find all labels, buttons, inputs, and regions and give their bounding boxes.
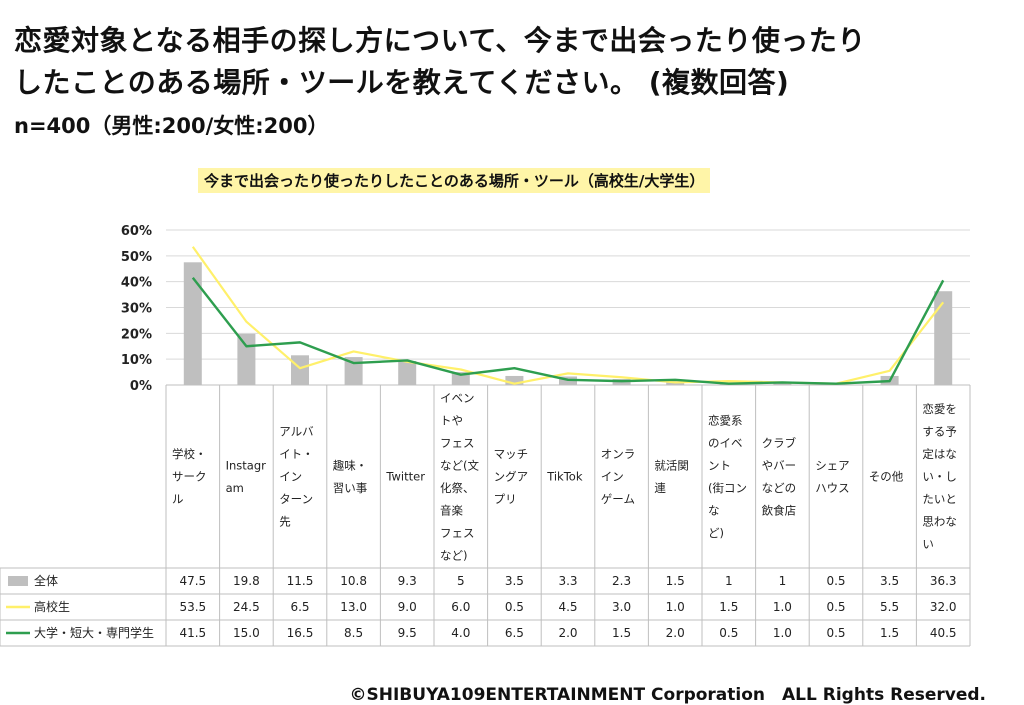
data-cell: 24.5	[233, 600, 260, 614]
category-label: オンラインゲーム	[601, 447, 636, 506]
y-tick-label: 60%	[121, 224, 152, 239]
data-cell: 1.0	[773, 600, 792, 614]
data-cell: 5	[457, 574, 465, 588]
chart-table: 0% 10% 20% 30% 40% 50% 60% 学校・サークル Instagr am アルバイ…	[0, 224, 971, 647]
data-cell: 5.5	[880, 600, 899, 614]
question-line-1: 恋愛対象となる相手の探し方について、今まで出会ったり使ったり	[14, 24, 866, 57]
category-label: 学校・サークル	[172, 447, 207, 506]
bar	[344, 357, 363, 385]
data-cell: 1	[725, 574, 733, 588]
data-cell: 9.5	[398, 626, 417, 640]
legend-key	[8, 576, 28, 586]
data-cell: 2.0	[666, 626, 685, 640]
category-label: 趣味・習い事	[333, 458, 368, 495]
data-cell: 40.5	[930, 626, 957, 640]
data-cell: 10.8	[340, 574, 367, 588]
data-cell: 9.0	[398, 600, 417, 614]
data-cell: 4.5	[558, 600, 577, 614]
data-cell: 0.5	[505, 600, 524, 614]
legend-label: 高校生	[34, 599, 70, 614]
category-label: その他	[869, 470, 904, 484]
copyright: ©SHIBUYA109ENTERTAINMENT Corporation ALL…	[349, 685, 986, 705]
category-label: Twitter	[385, 470, 425, 484]
data-cell: 47.5	[179, 574, 206, 588]
category-label: 恋愛をする予定はない・したいと思わない	[922, 402, 957, 551]
legend-label: 全体	[34, 573, 58, 588]
data-cell: 3.0	[612, 600, 631, 614]
data-cell: 0.5	[719, 626, 738, 640]
data-cell: 1.5	[719, 600, 738, 614]
data-cell: 15.0	[233, 626, 260, 640]
y-tick-label: 30%	[121, 302, 152, 317]
data-cell: 1.5	[880, 626, 899, 640]
question-line-2: したことのある場所・ツールを教えてください。 (複数回答)	[14, 66, 790, 99]
data-cell: 2.3	[612, 574, 631, 588]
legend-label: 大学・短大・専門学生	[34, 625, 154, 640]
bar	[291, 355, 309, 385]
y-tick-label: 50%	[121, 250, 152, 265]
bar	[773, 382, 792, 385]
series-line	[191, 277, 945, 385]
data-cell: 6.5	[290, 600, 309, 614]
data-cell: 9.3	[398, 574, 417, 588]
y-tick-label: 40%	[121, 276, 152, 291]
data-cell: 8.5	[344, 626, 363, 640]
category-label: Instagr am	[226, 458, 267, 495]
data-cell: 1.0	[666, 600, 685, 614]
data-cell: 36.3	[930, 574, 957, 588]
data-cell: 2.0	[558, 626, 577, 640]
data-cell: 0.5	[826, 600, 845, 614]
data-cell: 11.5	[287, 574, 314, 588]
data-cell: 16.5	[287, 626, 314, 640]
data-cell: 1.5	[612, 626, 631, 640]
category-label: マッチングアプリ	[494, 447, 528, 506]
data-cell: 1	[779, 574, 787, 588]
category-label: 就活関連	[654, 458, 689, 495]
category-label: クラブやバーなどの飲食店	[762, 436, 797, 518]
data-cell: 13.0	[340, 600, 367, 614]
data-cell: 19.8	[233, 574, 260, 588]
data-cell: 3.5	[880, 574, 899, 588]
data-cell: 3.3	[558, 574, 577, 588]
y-tick-label: 0%	[130, 379, 152, 394]
category-label: シェアハウス	[815, 458, 850, 495]
data-cell: 0.5	[826, 626, 845, 640]
bar	[237, 333, 256, 385]
data-cell: 41.5	[179, 626, 206, 640]
bar	[183, 262, 202, 385]
question-title: 恋愛対象となる相手の探し方について、今まで出会ったり使ったり したことのある場所…	[14, 20, 1014, 104]
data-cell: 4.0	[451, 626, 470, 640]
data-cell: 1.5	[666, 574, 685, 588]
category-label: アルバイト・インターン先	[279, 425, 314, 529]
data-cell: 3.5	[505, 574, 524, 588]
bar	[934, 291, 953, 385]
data-cell: 6.5	[505, 626, 524, 640]
sample-size: n=400（男性:200/女性:200）	[14, 114, 329, 138]
category-label: イベントやフェスなど(文化祭、音楽フェスなど)	[440, 391, 479, 563]
category-label: TikTok	[546, 470, 583, 484]
category-label: 恋愛系のイベント(街コンなど)	[708, 413, 747, 540]
data-cell: 1.0	[773, 626, 792, 640]
data-cell: 0.5	[826, 574, 845, 588]
bar	[505, 375, 524, 385]
y-tick-label: 20%	[121, 327, 152, 342]
chart-title: 今まで出会ったり使ったりしたことのある場所・ツール（高校生/大学生）	[198, 168, 711, 193]
data-cell: 32.0	[930, 600, 957, 614]
y-tick-label: 10%	[121, 353, 152, 368]
data-cell: 53.5	[179, 600, 206, 614]
bar	[398, 360, 417, 385]
data-cell: 6.0	[451, 600, 470, 614]
